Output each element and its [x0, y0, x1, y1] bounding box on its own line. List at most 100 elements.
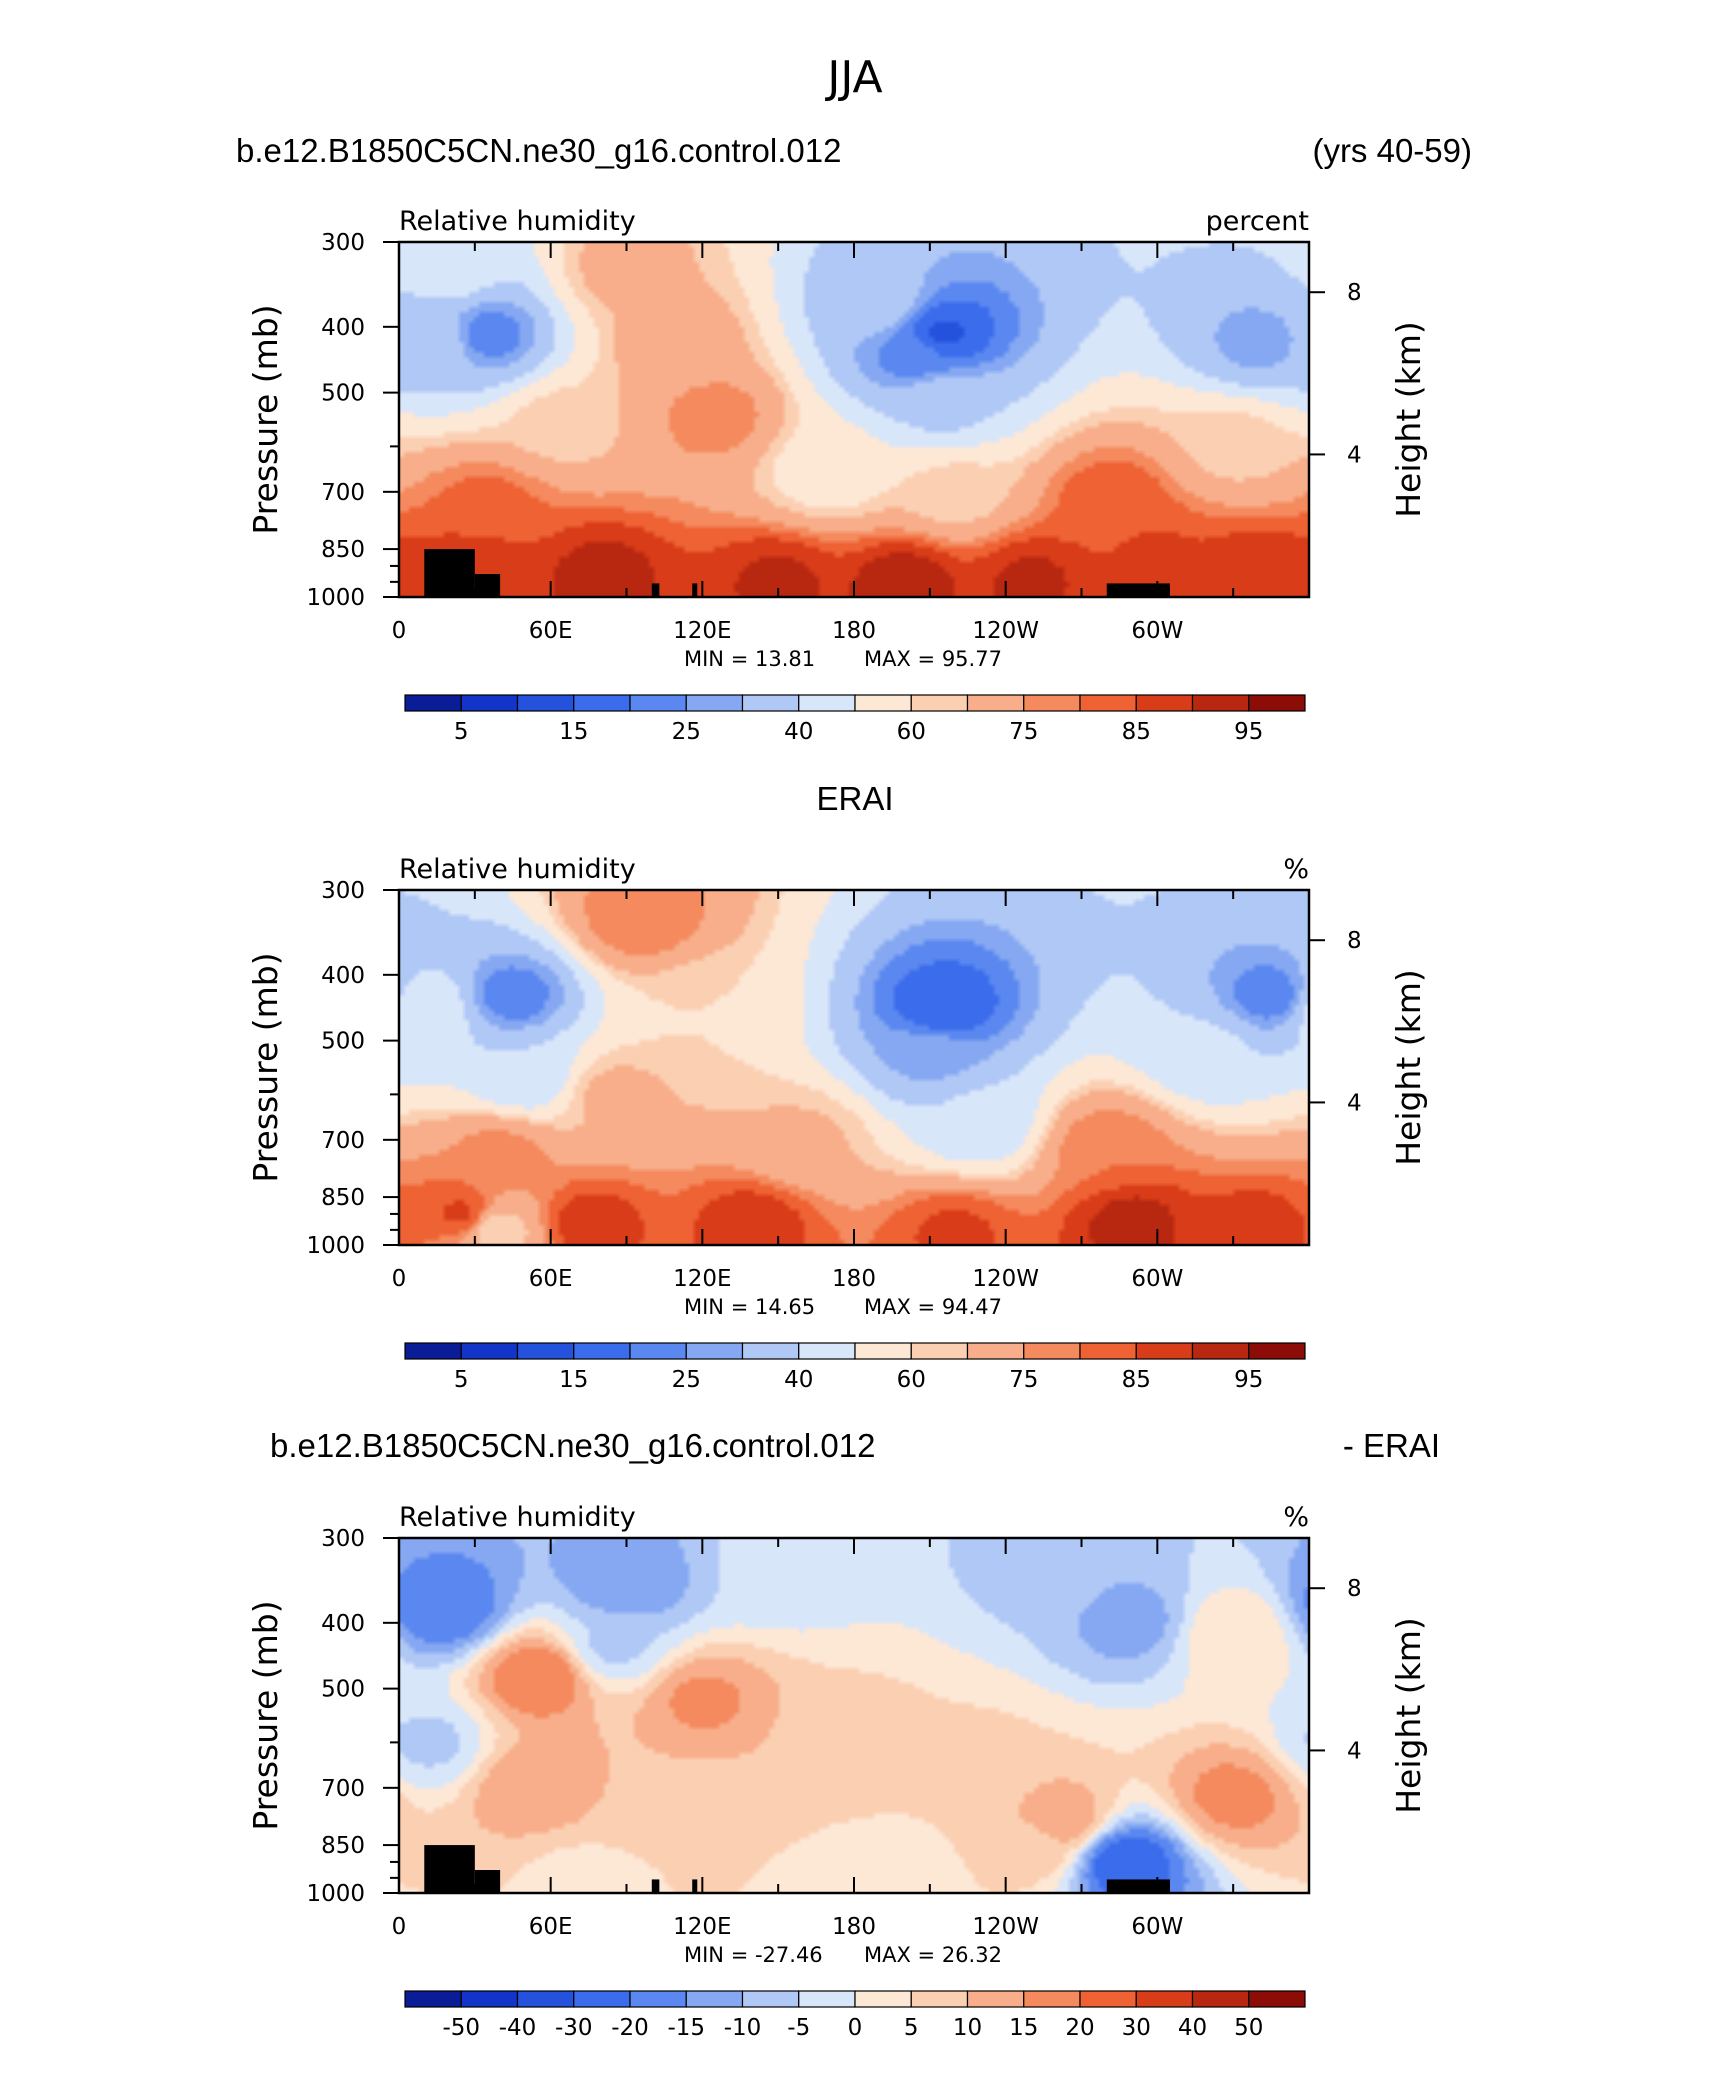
topography-block	[651, 583, 660, 597]
colorbar-label: -20	[611, 2015, 649, 2041]
topography-block	[1106, 1879, 1170, 1893]
colorbar-label: 40	[1178, 2015, 1207, 2041]
y-right-tick-label: 8	[1347, 280, 1362, 306]
colorbar-swatch	[1248, 694, 1306, 712]
colorbar-swatch	[1023, 694, 1081, 712]
topography-block	[692, 583, 698, 597]
panel-3-ylabel-right: Height (km)	[1389, 1617, 1428, 1814]
topography-block	[424, 549, 475, 597]
colorbar-swatch	[1191, 1990, 1250, 2008]
x-tick-label: 60W	[1131, 1914, 1183, 1940]
panel-1-field	[399, 242, 1309, 597]
y-right-tick-label: 4	[1347, 1738, 1362, 1764]
y-tick-label: 850	[321, 537, 365, 563]
colorbar-swatch	[1191, 694, 1250, 712]
topography-block	[474, 1870, 501, 1893]
colorbar-label: 25	[672, 1367, 701, 1393]
x-tick-label: 180	[832, 1914, 876, 1940]
x-tick-label: 180	[832, 1266, 876, 1292]
x-tick-label: 180	[832, 618, 876, 644]
figure-title: JJA	[824, 52, 882, 103]
colorbar-swatch	[629, 694, 687, 712]
colorbar-swatch	[1248, 1342, 1306, 1360]
panel-3-title: Relative humidity	[399, 1502, 636, 1533]
colorbar-swatch	[573, 694, 631, 712]
panel-3-header-left: b.e12.B1850C5CN.ne30_g16.control.012	[270, 1427, 875, 1464]
colorbar-swatch	[1079, 1342, 1137, 1360]
colorbar-label: 40	[784, 719, 813, 745]
colorbar-label: -50	[442, 2015, 480, 2041]
colorbar-swatch	[741, 1990, 800, 2008]
colorbar-label: 85	[1122, 719, 1151, 745]
colorbar-swatch	[910, 1342, 969, 1360]
colorbar-label: -40	[499, 2015, 537, 2041]
x-tick-label: 60E	[529, 618, 573, 644]
colorbar-swatch	[629, 1990, 687, 2008]
colorbar-swatch	[798, 1990, 856, 2008]
colorbar-swatch	[854, 694, 912, 712]
colorbar-swatch	[854, 1990, 912, 2008]
y-tick-label: 700	[321, 1128, 365, 1154]
colorbar-label: -15	[667, 2015, 705, 2041]
colorbar-label: 5	[904, 2015, 919, 2041]
colorbar-swatch	[460, 1342, 519, 1360]
panel-3-field	[399, 1538, 1309, 1893]
colorbar-label: 50	[1234, 2015, 1263, 2041]
colorbar-swatch	[685, 1342, 744, 1360]
colorbar-label: 5	[454, 719, 469, 745]
panel-3-header-right: - ERAI	[1343, 1427, 1440, 1464]
topography-block	[474, 574, 501, 597]
colorbar-swatch	[404, 1342, 462, 1360]
y-tick-label: 1000	[306, 585, 365, 611]
colorbar-swatch	[1135, 1342, 1194, 1360]
colorbar-label: 75	[1009, 719, 1038, 745]
colorbar-label: 15	[559, 719, 588, 745]
colorbar-label: -10	[724, 2015, 762, 2041]
colorbar-label: 0	[848, 2015, 863, 2041]
x-tick-label: 120W	[972, 1266, 1039, 1292]
colorbar-label: 20	[1065, 2015, 1094, 2041]
colorbar-swatch	[741, 1342, 800, 1360]
x-tick-label: 60W	[1131, 1266, 1183, 1292]
colorbar-swatch	[460, 694, 519, 712]
panel-3-min: MIN = -27.46	[684, 1943, 823, 1967]
topography-block	[692, 1879, 698, 1893]
colorbar-swatch	[966, 1990, 1025, 2008]
colorbar-swatch	[629, 1342, 687, 1360]
y-tick-label: 850	[321, 1833, 365, 1859]
panel-2-title: Relative humidity	[399, 854, 636, 885]
colorbar-label: -5	[787, 2015, 810, 2041]
colorbar-label: 95	[1234, 1367, 1263, 1393]
x-tick-label: 0	[392, 1914, 407, 1940]
colorbar-swatch	[516, 1342, 575, 1360]
colorbar-swatch	[573, 1342, 631, 1360]
x-tick-label: 60E	[529, 1914, 573, 1940]
colorbar-swatch	[404, 694, 462, 712]
panel-1-ylabel: Pressure (mb)	[246, 304, 285, 534]
colorbar-swatch	[573, 1990, 631, 2008]
colorbar-swatch	[1191, 1342, 1250, 1360]
colorbar-swatch	[1023, 1990, 1081, 2008]
y-right-tick-label: 4	[1347, 442, 1362, 468]
panel-3-ylabel: Pressure (mb)	[246, 1600, 285, 1830]
topography-block	[424, 1845, 475, 1893]
panel-1-title: Relative humidity	[399, 206, 636, 237]
colorbar-swatch	[1135, 694, 1194, 712]
panel-3-max: MAX = 26.32	[864, 1943, 1002, 1967]
colorbar-swatch	[1135, 1990, 1194, 2008]
colorbar-swatch	[404, 1990, 462, 2008]
y-tick-label: 400	[321, 963, 365, 989]
y-tick-label: 500	[321, 1677, 365, 1703]
colorbar-swatch	[685, 694, 744, 712]
panel-1-min: MIN = 13.81	[684, 647, 815, 671]
colorbar-swatch	[1079, 1990, 1137, 2008]
y-tick-label: 1000	[306, 1881, 365, 1907]
colorbar-swatch	[1079, 694, 1137, 712]
y-tick-label: 850	[321, 1185, 365, 1211]
colorbar-label: 75	[1009, 1367, 1038, 1393]
colorbar-label: 95	[1234, 719, 1263, 745]
panel-2-min: MIN = 14.65	[684, 1295, 815, 1319]
y-tick-label: 300	[321, 230, 365, 256]
colorbar-swatch	[741, 694, 800, 712]
panel-1-units: percent	[1206, 206, 1309, 237]
